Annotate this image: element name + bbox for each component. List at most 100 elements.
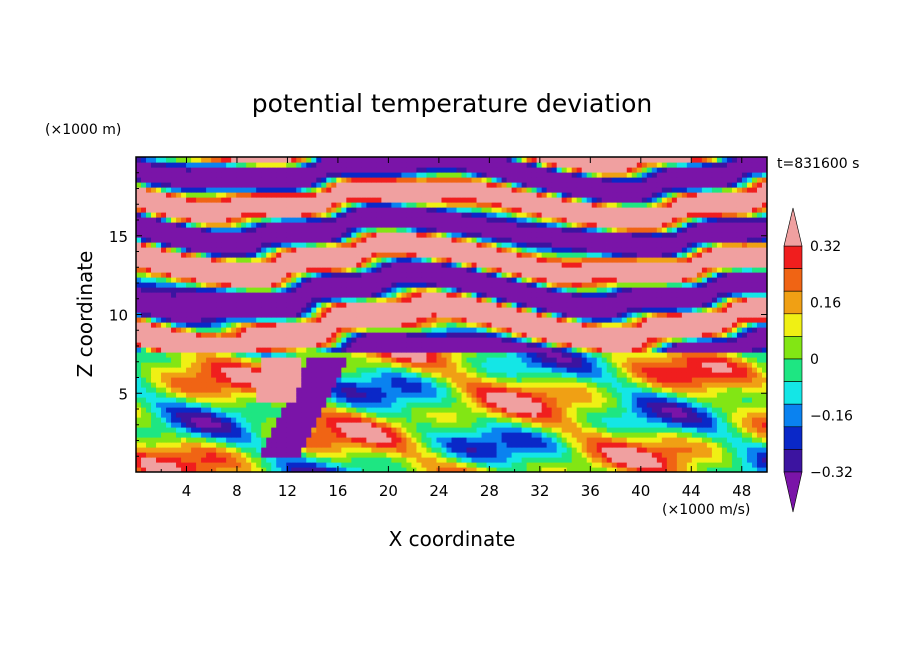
field-cell <box>701 332 708 338</box>
field-cell <box>556 297 563 303</box>
field-cell <box>491 407 498 413</box>
field-cell <box>616 422 623 428</box>
field-cell <box>686 397 693 403</box>
field-cell <box>351 407 357 413</box>
field-cell <box>711 292 718 298</box>
field-cell <box>296 412 302 418</box>
field-cell <box>296 282 302 288</box>
field-cell <box>526 457 533 463</box>
field-cell <box>756 427 763 433</box>
field-cell <box>671 367 678 373</box>
field-cell <box>456 282 463 288</box>
field-cell <box>166 347 172 353</box>
field-cell <box>316 282 322 288</box>
field-cell <box>226 457 232 463</box>
field-cell <box>201 372 207 378</box>
field-cell <box>351 397 357 403</box>
field-cell <box>751 397 758 403</box>
field-cell <box>706 312 713 318</box>
field-cell <box>566 467 573 472</box>
field-cell <box>671 342 678 348</box>
field-cell <box>551 287 558 293</box>
field-cell <box>291 292 297 298</box>
field-cell <box>741 317 748 323</box>
field-cell <box>411 412 418 418</box>
field-cell <box>141 272 147 278</box>
field-cell <box>411 467 418 472</box>
field-cell <box>696 397 703 403</box>
field-cell <box>386 432 393 438</box>
field-cell <box>496 417 503 423</box>
field-cell <box>561 462 568 468</box>
field-cell <box>526 347 533 353</box>
field-cell <box>166 382 172 388</box>
field-cell <box>761 382 767 388</box>
field-cell <box>376 287 382 293</box>
field-cell <box>226 332 232 338</box>
field-cell <box>206 402 212 408</box>
field-cell <box>526 297 533 303</box>
field-cell <box>286 282 292 288</box>
field-cell <box>296 442 302 448</box>
field-cell <box>726 282 733 288</box>
field-cell <box>666 392 673 398</box>
field-cell <box>336 387 342 393</box>
field-cell <box>726 357 733 363</box>
field-cell <box>761 327 767 333</box>
field-cell <box>346 387 352 393</box>
field-cell <box>151 442 157 448</box>
field-cell <box>761 337 767 343</box>
field-cell <box>431 422 438 428</box>
field-cell <box>186 432 192 438</box>
field-cell <box>566 427 573 433</box>
field-cell <box>481 272 488 278</box>
field-cell <box>706 322 713 328</box>
field-cell <box>511 287 518 293</box>
field-cell <box>151 437 157 443</box>
field-cell <box>626 317 633 323</box>
field-cell <box>691 367 698 373</box>
field-cell <box>201 332 207 338</box>
field-cell <box>621 397 628 403</box>
field-cell <box>206 362 212 368</box>
field-cell <box>711 277 718 283</box>
field-cell <box>311 452 317 458</box>
field-cell <box>171 287 177 293</box>
field-cell <box>741 377 748 383</box>
field-cell <box>641 282 648 288</box>
field-cell <box>751 387 758 393</box>
field-cell <box>501 297 508 303</box>
field-cell <box>191 302 197 308</box>
field-cell <box>401 457 408 463</box>
field-cell <box>751 452 758 458</box>
field-cell <box>281 327 287 333</box>
field-cell <box>461 422 468 428</box>
field-cell <box>476 457 483 463</box>
field-cell <box>446 402 453 408</box>
field-cell <box>491 362 498 368</box>
field-cell <box>551 357 558 363</box>
field-cell <box>491 342 498 348</box>
field-cell <box>281 397 287 403</box>
field-cell <box>661 437 668 443</box>
field-cell <box>531 277 538 283</box>
field-cell <box>751 437 758 443</box>
field-cell <box>451 292 458 298</box>
field-cell <box>706 347 713 353</box>
field-cell <box>746 412 753 418</box>
field-cell <box>316 427 322 433</box>
field-cell <box>551 422 558 428</box>
field-cell <box>316 352 322 358</box>
field-cell <box>386 412 393 418</box>
field-cell <box>381 407 387 413</box>
field-cell <box>566 452 573 458</box>
field-cell <box>236 282 242 288</box>
field-cell <box>256 427 262 433</box>
field-cell <box>276 312 282 318</box>
field-cell <box>136 362 142 368</box>
field-cell <box>516 272 523 278</box>
field-cell <box>401 407 408 413</box>
field-cell <box>651 467 658 472</box>
field-cell <box>546 397 553 403</box>
field-cell <box>176 437 182 443</box>
